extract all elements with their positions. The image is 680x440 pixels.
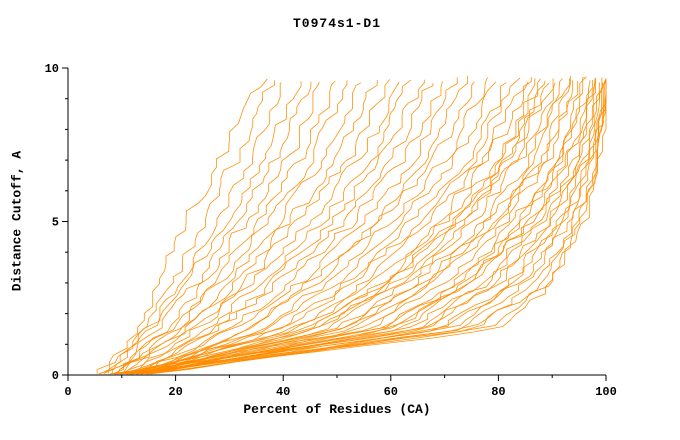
svg-text:40: 40 — [276, 385, 290, 399]
chart-title: T0974s1-D1 — [292, 16, 381, 31]
svg-text:5: 5 — [52, 216, 59, 230]
svg-text:100: 100 — [595, 385, 617, 399]
svg-text:0: 0 — [52, 369, 59, 383]
svg-text:60: 60 — [384, 385, 398, 399]
x-axis-label: Percent of Residues (CA) — [243, 402, 431, 417]
svg-text:10: 10 — [45, 62, 59, 76]
svg-text:20: 20 — [168, 385, 182, 399]
svg-text:0: 0 — [64, 385, 71, 399]
svg-text:80: 80 — [491, 385, 505, 399]
